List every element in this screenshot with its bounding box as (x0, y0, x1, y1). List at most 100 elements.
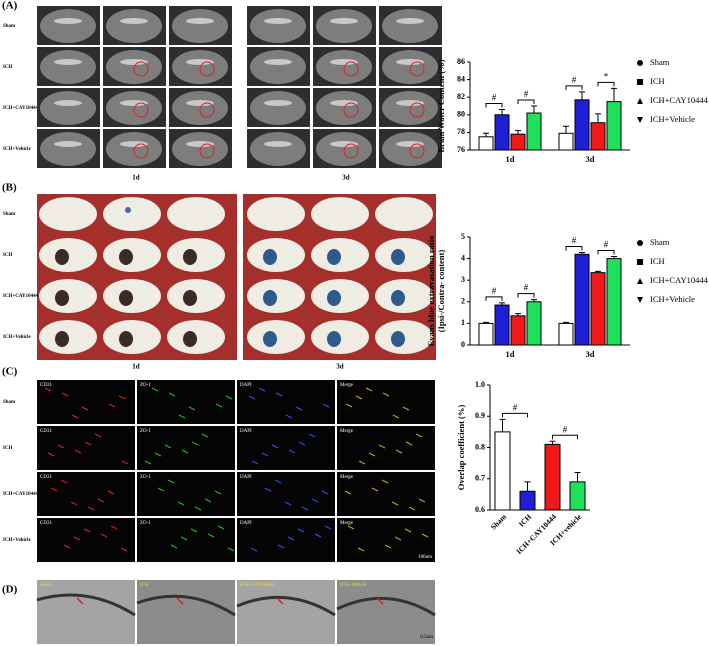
brain-slice (106, 9, 162, 43)
arrow (76, 597, 84, 605)
signal (170, 544, 178, 549)
signal (371, 487, 379, 492)
stain-label: DAPI (240, 383, 252, 388)
stain-label: DAPI (240, 521, 252, 526)
ventricle (396, 100, 424, 106)
stain (125, 207, 131, 213)
signal (157, 487, 165, 492)
bar (544, 443, 561, 511)
signal (308, 433, 316, 438)
significance-bracket (597, 249, 615, 255)
brain-slice (172, 9, 228, 43)
signal (70, 501, 78, 506)
signal (204, 498, 212, 503)
row-label: Sham (3, 212, 16, 217)
stain (119, 249, 133, 265)
error-bar (531, 299, 537, 302)
signal (144, 460, 152, 465)
fluorescence-image (337, 380, 435, 424)
signal (284, 501, 292, 506)
ventricle (264, 18, 292, 24)
signal (225, 395, 233, 400)
lesion-outline (409, 102, 425, 118)
ventricle (330, 100, 358, 106)
scale-bar-label: 0.2um (420, 635, 433, 640)
y-tick-label: 5 (461, 232, 465, 241)
significance-mark: # (604, 240, 609, 250)
signal (61, 392, 69, 397)
lesion-outline (133, 102, 149, 118)
signal (180, 536, 188, 541)
stain-label: ZO-1 (140, 383, 151, 388)
bar (510, 133, 526, 151)
y-tick-label: 0.9 (475, 411, 485, 420)
x-tick-label: 3d (586, 349, 595, 359)
ventricle (396, 59, 424, 65)
ventricle (264, 59, 292, 65)
error-bar (574, 472, 581, 482)
fluorescence-image (137, 380, 235, 424)
brain-slice (40, 132, 96, 166)
brain-slice (167, 197, 225, 231)
y-tick-label: 1 (461, 318, 465, 327)
error-bar (579, 91, 585, 100)
signal (392, 414, 400, 419)
panel-label: (A) (2, 0, 18, 12)
y-tick-label: 0.8 (475, 442, 485, 451)
row-label: ICH (3, 253, 13, 258)
row-label: ICH+Vehicle (3, 538, 31, 543)
legend-marker (637, 240, 643, 246)
lesion-outline (343, 143, 359, 159)
bar (569, 481, 586, 511)
ventricle (396, 141, 424, 147)
y-tick-label: 76 (457, 145, 465, 154)
signal (258, 387, 266, 392)
signal (311, 498, 319, 503)
signal (44, 387, 52, 392)
tem-image (37, 580, 135, 644)
x-tick-label: Sham (489, 512, 509, 532)
row-label: ICH+CAY10444 (3, 106, 39, 111)
stain (183, 331, 197, 347)
error-bar (549, 440, 556, 445)
x-tick-label: 1d (506, 154, 515, 164)
signal (358, 460, 366, 465)
signal (365, 387, 373, 392)
ventricle (186, 18, 214, 24)
signal (47, 452, 55, 457)
significance-bracket (597, 81, 615, 87)
stain-label: ZO-1 (140, 429, 151, 434)
stain-label: Merge (340, 383, 354, 388)
y-tick-label: 2 (461, 297, 465, 306)
signal (275, 392, 283, 397)
signal (297, 528, 305, 533)
time-label: 3d (342, 174, 350, 182)
fluorescence-image (37, 472, 135, 516)
bar (590, 122, 606, 151)
signal (421, 533, 429, 538)
significance-mark: # (563, 424, 568, 434)
signal (164, 444, 172, 449)
brain-slice (375, 197, 433, 231)
stain (183, 290, 197, 306)
signal (415, 433, 423, 438)
bar (526, 301, 542, 346)
x-tick-label: 3d (586, 154, 595, 164)
signal (217, 525, 225, 530)
signal (394, 536, 402, 541)
significance-bracket (485, 296, 503, 301)
lesion-outline (199, 102, 215, 118)
stain (327, 331, 341, 347)
y-tick-label: 84 (457, 74, 465, 83)
signal (50, 487, 58, 492)
legend-label: ICH+Vehicle (650, 294, 695, 304)
signal (83, 528, 91, 533)
stain-label: Merge (340, 429, 354, 434)
signal (404, 528, 412, 533)
signal (345, 403, 353, 408)
significance-mark: * (604, 71, 609, 81)
signal (178, 414, 186, 419)
stain (327, 249, 341, 265)
signal (97, 498, 105, 503)
signal (288, 449, 296, 454)
